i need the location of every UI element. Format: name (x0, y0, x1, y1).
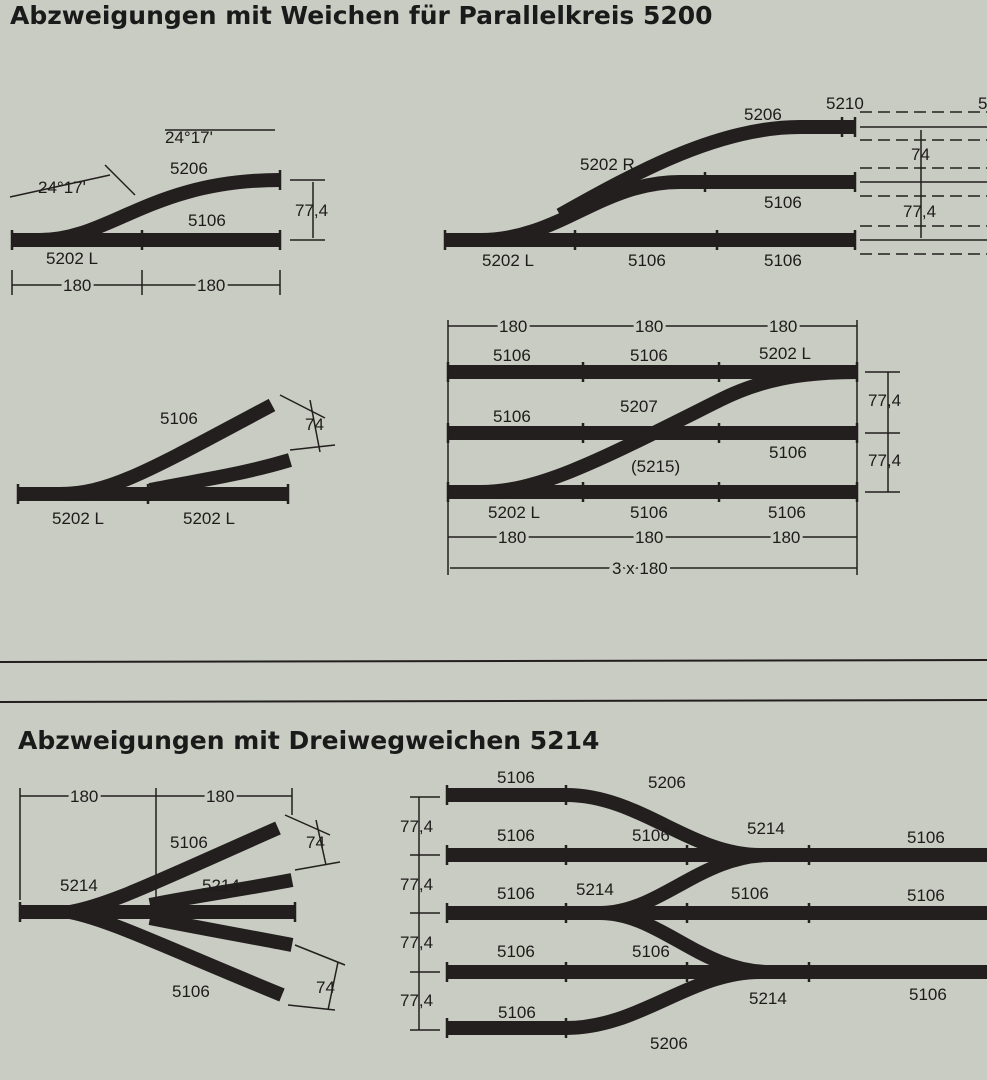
label-track: 5106 (188, 211, 226, 230)
diagram-parallel-tracks: 5210 5206 5202 R 5106 5202 L 5106 5106 7… (443, 94, 987, 270)
label-dimension: 77,4 (868, 391, 901, 410)
label-track: 5106 (172, 982, 210, 1001)
label-track: 5106 (764, 193, 802, 212)
label-dimension: 180 (70, 787, 98, 806)
label-track: 5202 L (759, 344, 811, 363)
section-title-threeway: Abzweigungen mit Dreiwegweichen 5214 (18, 726, 599, 755)
label-dimension: 74 (911, 145, 930, 164)
label-dimension: 180 (499, 317, 527, 336)
label-track: 5214 (576, 880, 614, 899)
label-track: 5202 L (46, 249, 98, 268)
label-dimension: 180 (635, 528, 663, 547)
label-dimension: 77,4 (295, 201, 328, 220)
label-dimension: 77,4 (400, 933, 433, 952)
label-track: 5106 (630, 503, 668, 522)
label-track: 5214 (749, 989, 787, 1008)
label-angle: 24°17' (165, 128, 213, 147)
label-dimension: 180 (206, 787, 234, 806)
label-track: 5106 (493, 407, 531, 426)
divider (0, 699, 987, 703)
label-track: 5214 (60, 876, 98, 895)
label-track: 5106 (731, 884, 769, 903)
label-track: 5106 (907, 828, 945, 847)
label-dimension: 180 (498, 528, 526, 547)
label-dimension: 180 (197, 276, 225, 295)
label-track: 5106 (160, 409, 198, 428)
label-track: (5215) (631, 457, 680, 476)
diagram-crossover: 180 180 180 180 180 180 3 x 180 5106 510… (446, 314, 901, 581)
label-dimension: 77,4 (903, 202, 936, 221)
label-dimension: 180 (769, 317, 797, 336)
label-track: 5202 L (488, 503, 540, 522)
diagram-simple-branch: 24°17' 24°17' 5206 5106 77,4 5202 L 180 … (9, 128, 328, 298)
label-track: 5106 (628, 251, 666, 270)
label-track: 5106 (764, 251, 802, 270)
label-dimension: 77,4 (400, 991, 433, 1010)
label-track: 5106 (632, 826, 670, 845)
diagram-threeway-yard: 5106 5206 5106 5106 5214 5106 5106 5214 … (400, 768, 987, 1053)
label-track: 5202 L (52, 509, 104, 528)
label-track: 5214 (202, 876, 240, 895)
label-dimension: 77,4 (868, 451, 901, 470)
label-dimension: 74 (306, 833, 325, 852)
label-track: 5202 L (482, 251, 534, 270)
label-track: 5106 (497, 884, 535, 903)
label-track: 5 (978, 94, 987, 113)
label-track: 5106 (497, 942, 535, 961)
label-dimension: 180 (635, 317, 663, 336)
label-track: 5106 (769, 443, 807, 462)
label-track: 5106 (909, 985, 947, 1004)
label-track: 5106 (497, 826, 535, 845)
label-track: 5214 (747, 819, 785, 838)
label-track: 5106 (498, 1003, 536, 1022)
label-track: 5206 (648, 773, 686, 792)
label-dimension: 74 (305, 415, 324, 434)
label-dimension: 180 (63, 276, 91, 295)
label-track: 5106 (630, 346, 668, 365)
label-track: 5206 (650, 1034, 688, 1053)
label-track: 5206 (744, 105, 782, 124)
label-angle: 24°17' (38, 178, 86, 197)
label-track: 5106 (497, 768, 535, 787)
label-total-length: 3 x 180 (612, 559, 668, 578)
label-track: 5202 R (580, 155, 635, 174)
section-title-parallel: Abzweigungen mit Weichen für Parallelkre… (10, 1, 713, 30)
label-dimension: 180 (772, 528, 800, 547)
label-track: 5210 (826, 94, 864, 113)
label-track: 5106 (493, 346, 531, 365)
label-dimension: 77,4 (400, 817, 433, 836)
label-track: 5202 L (183, 509, 235, 528)
label-track: 5106 (632, 942, 670, 961)
label-dimension: 74 (316, 978, 335, 997)
diagram-threeway-branch: 180 180 5106 74 5214 5214 5106 74 (18, 784, 346, 1011)
label-track: 5106 (907, 886, 945, 905)
divider (0, 659, 987, 663)
diagram-double-switch: 5106 74 5202 L 5202 L (16, 394, 336, 528)
label-track: 5106 (768, 503, 806, 522)
label-track: 5106 (170, 833, 208, 852)
label-track: 5207 (620, 397, 658, 416)
label-dimension: 77,4 (400, 875, 433, 894)
label-track: 5206 (170, 159, 208, 178)
